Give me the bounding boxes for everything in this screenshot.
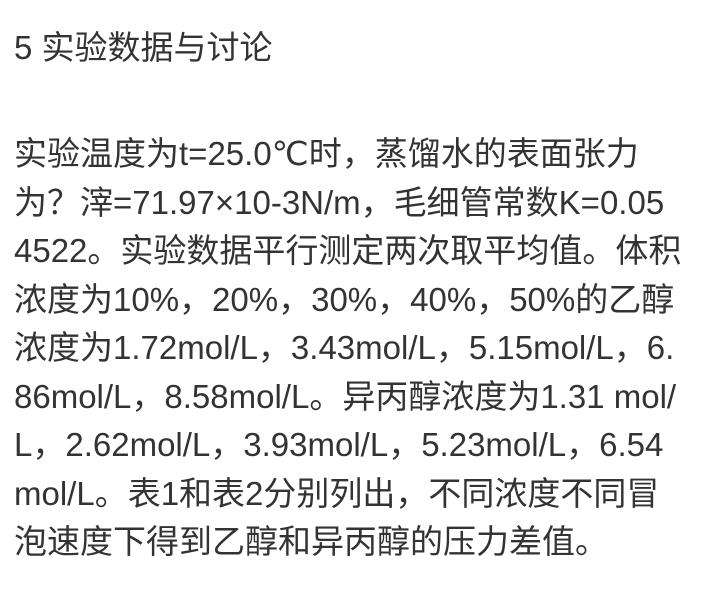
paragraph-line: 泡速度下得到乙醇和异丙醇的压力差值。 [14,523,608,560]
paragraph-line: 实验温度为t=25.0℃时，蒸馏水的表面张力 [14,135,639,172]
section-heading: 5 实验数据与讨论 [14,29,273,66]
paragraph-line: mol/L。表1和表2分别列出，不同浓度不同冒 [14,474,660,512]
body-paragraph: 实验温度为t=25.0℃时，蒸馏水的表面张力 为？滓=71.97×10-3N/m，… [14,130,688,567]
paragraph-line: 浓度为1.72mol/L，3.43mol/L，5.15mol/L，6. [14,329,675,366]
paragraph-line: 4522。实验数据平行测定两次取平均值。体积 [14,232,682,269]
paragraph-line: 86mol/L，8.58mol/L。异丙醇浓度为1.31 mol/ [14,377,677,415]
paragraph-line: 为？滓=71.97×10-3N/m，毛细管常数K=0.05 [14,183,665,221]
paragraph-line: L，2.62mol/L，3.93mol/L，5.23mol/L，6.54 [14,426,664,463]
paragraph-line: 浓度为10%，20%，30%，40%，50%的乙醇 [14,280,675,318]
